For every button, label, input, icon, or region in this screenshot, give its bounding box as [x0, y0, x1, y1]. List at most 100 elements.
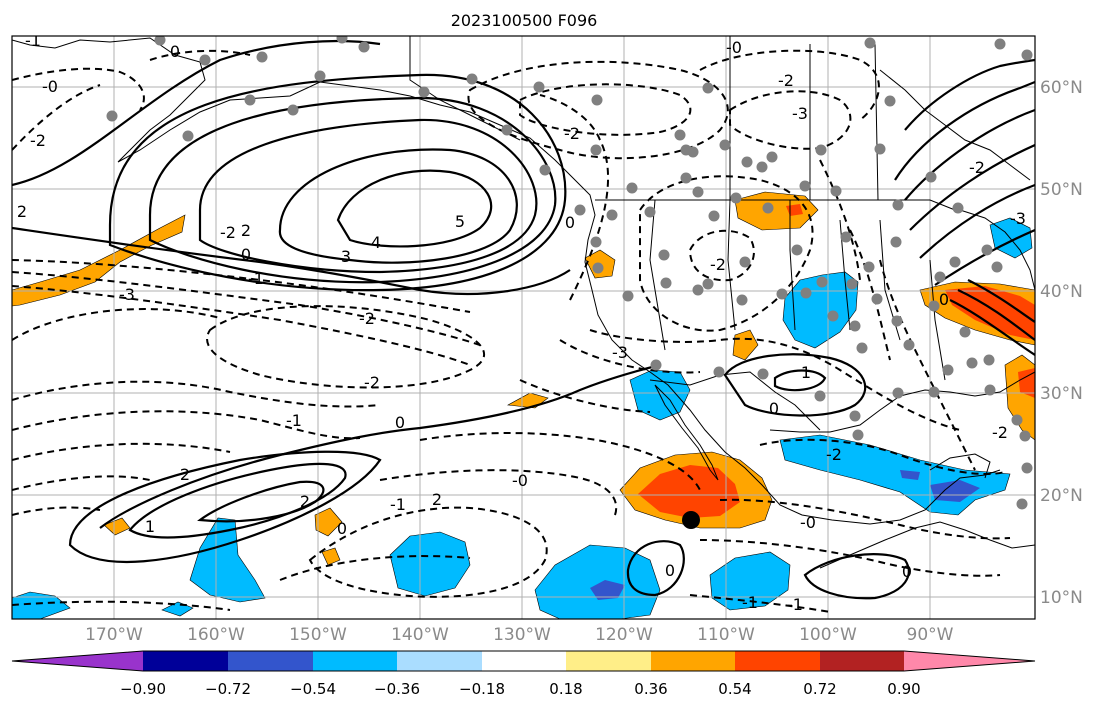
- contour-label: 2: [180, 465, 190, 484]
- shade-region-strong-negative: [590, 580, 625, 600]
- contour-label: -3: [119, 285, 135, 304]
- contour-label: 2: [241, 221, 251, 240]
- map-frame: [11, 35, 1036, 620]
- map-area: -1 0 -0 -2 2 3 -3 4 5 -2 0 -1 -2 -2 -1 2…: [12, 31, 1035, 619]
- colorbar-cell: [482, 651, 566, 671]
- storm-center-marker: [682, 511, 700, 529]
- longitude-axis: 170°W 160°W 150°W 140°W 130°W 120°W 110°…: [85, 625, 954, 645]
- contour-label: -0: [726, 38, 742, 57]
- lon-tick-label: 160°W: [187, 625, 245, 645]
- contour-label: 2: [432, 490, 442, 509]
- colorbar-cell: [651, 651, 735, 671]
- contour-label: 4: [371, 233, 381, 252]
- shaded-anomalies: [12, 191, 1035, 619]
- contour-label: -2: [710, 255, 726, 274]
- contour-label: -2: [220, 223, 236, 242]
- contour-label: 0: [939, 290, 949, 309]
- contour-label: -1: [248, 269, 264, 288]
- contours-negative: [12, 49, 1011, 613]
- lon-tick-label: 90°W: [907, 625, 954, 645]
- shade-region-positive: [314, 507, 343, 537]
- colorbar-cell: [313, 651, 397, 671]
- contour-label: -1: [25, 31, 41, 50]
- coastlines: [12, 36, 1035, 569]
- lat-tick-label: 30°N: [1040, 384, 1083, 404]
- shade-region-positive: [734, 191, 819, 231]
- lat-tick-label: 50°N: [1040, 180, 1083, 200]
- contour-label: -2: [30, 131, 46, 150]
- contour-label: -1: [742, 593, 758, 612]
- lat-tick-label: 60°N: [1040, 78, 1083, 98]
- contour-label: -3: [792, 104, 808, 123]
- contour-label: 2: [17, 202, 27, 221]
- shade-region-strong-negative: [900, 470, 980, 502]
- colorbar-tick-label: 0.18: [549, 680, 582, 698]
- lon-tick-label: 110°W: [697, 625, 755, 645]
- contour-label: -2: [778, 71, 794, 90]
- contour-label: -2: [992, 423, 1008, 442]
- colorbar-tick-label: −0.54: [290, 680, 336, 698]
- lon-tick-label: 100°W: [799, 625, 857, 645]
- lon-tick-label: 140°W: [391, 625, 449, 645]
- colorbar-cell: [143, 651, 228, 671]
- shade-region-positive: [732, 329, 759, 361]
- contour-label: -0: [512, 471, 528, 490]
- lon-tick-label: 150°W: [289, 625, 347, 645]
- shade-region-negative: [709, 551, 791, 611]
- shade-region-negative: [12, 591, 71, 619]
- contour-label: -3: [612, 343, 628, 362]
- contour-label: -1: [286, 411, 302, 430]
- colorbar-tick-label: 0.90: [887, 680, 920, 698]
- contours-positive: [12, 39, 1035, 600]
- contour-label: 5: [455, 212, 465, 231]
- contour-label: 3: [341, 247, 351, 266]
- contour-label: 1: [801, 363, 811, 382]
- colorbar-tick-label: −0.18: [459, 680, 505, 698]
- contour-label: 0: [665, 561, 675, 580]
- contour-label: 1: [145, 517, 155, 536]
- contour-labels: -1 0 -0 -2 2 3 -3 4 5 -2 0 -1 -2 -2 -1 2…: [17, 31, 1026, 614]
- colorbar-cell: [12, 651, 143, 671]
- contour-label: 0: [170, 42, 180, 61]
- colorbar-cell: [566, 651, 651, 671]
- colorbar-tick-label: −0.90: [120, 680, 166, 698]
- colorbar-cell: [228, 651, 313, 671]
- contour-label: -1: [390, 495, 406, 514]
- lon-tick-label: 170°W: [85, 625, 143, 645]
- contour-label: 2: [300, 492, 310, 511]
- contour-label: 0: [241, 245, 251, 264]
- colorbar-tick-label: 0.72: [803, 680, 836, 698]
- colorbar-cell: [904, 651, 1035, 671]
- lat-tick-label: 10°N: [1040, 588, 1083, 608]
- contour-label: -2: [826, 445, 842, 464]
- contour-label: -0: [42, 77, 58, 96]
- contour-label: -2: [564, 124, 580, 143]
- colorbar-cell: [397, 651, 482, 671]
- contour-label: -3: [1010, 209, 1026, 228]
- contour-label: -2: [969, 158, 985, 177]
- contour-label: -0: [800, 513, 816, 532]
- contour-label: 0: [337, 519, 347, 538]
- contour-label: 0: [565, 213, 575, 232]
- colorbar-tick-label: −0.72: [205, 680, 251, 698]
- shade-region-strong-positive: [1018, 368, 1035, 398]
- colorbar-cell: [820, 651, 904, 671]
- contour-label: -2: [359, 309, 375, 328]
- colorbar-outline: [11, 650, 1036, 672]
- colorbar: −0.90 −0.72 −0.54 −0.36 −0.18 0.18 0.36 …: [11, 650, 1036, 698]
- contour-label: -2: [364, 373, 380, 392]
- shade-region-positive: [321, 547, 341, 566]
- contour-label: 0: [395, 413, 405, 432]
- colorbar-tick-label: 0.36: [634, 680, 667, 698]
- station-markers: [106, 36, 1033, 510]
- lat-tick-label: 40°N: [1040, 282, 1083, 302]
- colorbar-tick-label: −0.36: [374, 680, 420, 698]
- shade-region-strong-positive: [945, 286, 1035, 340]
- lon-tick-label: 130°W: [493, 625, 551, 645]
- shade-region-strong-positive: [638, 465, 740, 518]
- shade-region-positive: [103, 517, 131, 536]
- contour-label: -1: [787, 595, 803, 614]
- lat-tick-label: 20°N: [1040, 486, 1083, 506]
- colorbar-tick-label: 0.54: [718, 680, 751, 698]
